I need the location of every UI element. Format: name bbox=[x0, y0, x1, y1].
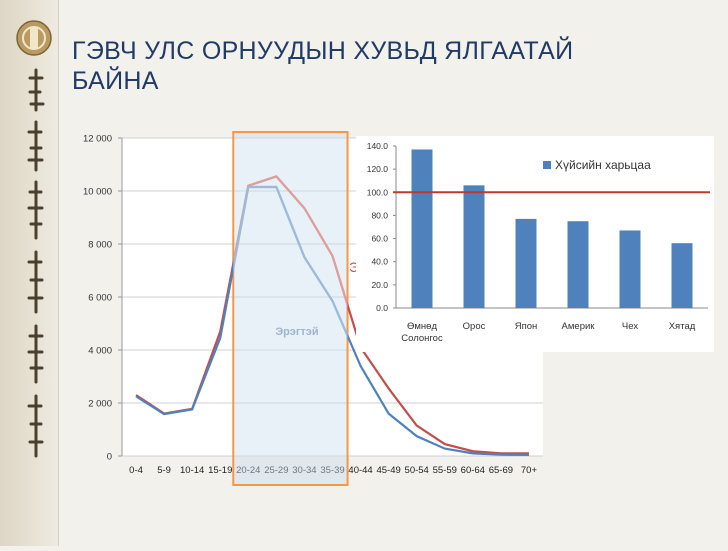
x-tick-label: 60-64 bbox=[461, 465, 485, 476]
x-tick-label: Хятад bbox=[669, 321, 696, 332]
x-tick-label: Солонгос bbox=[401, 333, 443, 344]
y-tick-label: 0.0 bbox=[376, 303, 388, 313]
x-tick-label: 15-19 bbox=[208, 465, 232, 476]
y-tick-label: 2 000 bbox=[88, 399, 112, 410]
sex-ratio-bar-chart: 140.0 120.0 100.0 80.0 60.0 40.0 20.0 0.0 ӨмнөдС… bbox=[356, 136, 714, 352]
bar bbox=[568, 221, 589, 308]
x-tick-label: 5-9 bbox=[157, 465, 171, 476]
y-tick-label: 12 000 bbox=[83, 134, 112, 145]
x-tick-label: 65-69 bbox=[489, 465, 513, 476]
x-tick-label: 55-59 bbox=[433, 465, 457, 476]
x-tick-label: 70+ bbox=[521, 465, 538, 476]
y-tick-label: 100.0 bbox=[367, 187, 389, 197]
y-tick-label: 40.0 bbox=[371, 257, 388, 267]
bar bbox=[516, 219, 537, 308]
x-tick-label: Орос bbox=[463, 321, 486, 332]
y-tick-label: 60.0 bbox=[371, 234, 388, 244]
y-tick-label: 120.0 bbox=[367, 164, 389, 174]
y-tick-label: 4 000 bbox=[88, 346, 112, 357]
series-label-male: Эрэгтэй bbox=[275, 326, 318, 338]
y-tick-label: 8 000 bbox=[88, 240, 112, 251]
y-tick-label: 20.0 bbox=[371, 280, 388, 290]
bar bbox=[672, 243, 693, 308]
x-tick-label: 45-49 bbox=[376, 465, 400, 476]
y-tick-label: 10 000 bbox=[83, 187, 112, 198]
x-tick-label: 0-4 bbox=[129, 465, 143, 476]
y-tick-label: 80.0 bbox=[371, 210, 388, 220]
x-tick-label: Чех bbox=[622, 321, 638, 332]
y-tick-label: 0 bbox=[107, 452, 112, 463]
y-tick-label: 140.0 bbox=[367, 141, 389, 151]
x-tick-label: 50-54 bbox=[405, 465, 429, 476]
x-tick-label: 40-44 bbox=[348, 465, 372, 476]
x-tick-label: Өмнөд bbox=[407, 321, 437, 332]
x-tick-label: 10-14 bbox=[180, 465, 204, 476]
legend-swatch bbox=[543, 161, 551, 169]
bar bbox=[412, 149, 433, 308]
x-tick-label: Америк bbox=[562, 321, 596, 332]
bar bbox=[464, 185, 485, 308]
bar bbox=[620, 230, 641, 308]
y-tick-label: 6 000 bbox=[88, 293, 112, 304]
legend-label: Хүйсийн харьцаа bbox=[555, 158, 651, 172]
x-tick-label: Япон bbox=[515, 321, 538, 332]
